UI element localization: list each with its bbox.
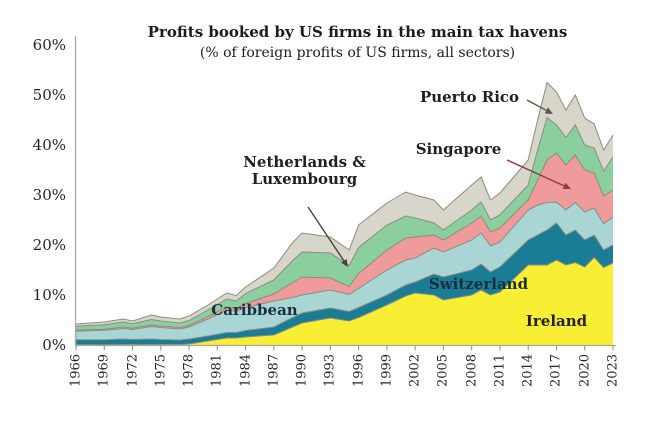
x-tick-label: 1969 [96,353,112,388]
chart-title: Profits booked by US firms in the main t… [147,23,568,41]
x-tick-label: 2014 [520,353,536,388]
y-tick-label: 10% [32,286,66,304]
y-tick-label: 50% [32,86,66,104]
x-tick-label: 1978 [181,353,197,388]
outline-netherlands-luxembourg [75,116,614,327]
label-netherlands-luxembourg-line2: Luxembourg [251,170,358,188]
puerto-rico-arrowhead [544,107,553,114]
x-tick-label: 2008 [464,353,480,388]
netherlands-luxembourg-arrowhead [341,258,348,267]
singapore-arrowhead [562,182,571,190]
x-tick-label: 2011 [492,353,508,388]
x-tick-label: 2005 [435,353,451,388]
label-singapore: Singapore [415,140,502,158]
puerto-rico-arrow [526,99,547,112]
x-tick-label: 1999 [379,353,395,388]
x-tick-label: 1987 [266,353,282,388]
x-tick-label: 1993 [322,353,338,388]
area-ireland [76,257,613,345]
chart-subtitle: (% of foreign profits of US firms, all s… [199,45,516,61]
x-tick-label: 1975 [153,353,169,388]
outline-singapore [75,152,614,331]
y-tick-label: 60% [32,36,66,54]
x-tick-label: 1996 [351,353,367,388]
label-puerto-rico: Puerto Rico [419,88,520,106]
label-netherlands-luxembourg: Netherlands & Luxembourg [222,154,387,188]
label-ireland: Ireland [525,312,588,330]
singapore-arrow [506,159,565,187]
label-netherlands-luxembourg-line1: Netherlands & [243,153,366,171]
x-tick-label: 1981 [209,353,225,388]
outline-caribbean [75,201,614,332]
x-tick-label: 2020 [577,353,593,388]
y-tick-label: 20% [32,236,66,254]
x-tick-label: 1972 [125,353,141,388]
outline-ireland [76,256,614,346]
x-tick-label: 2002 [407,353,423,388]
x-tick-label: 2023 [605,353,621,388]
netherlands-luxembourg-arrow [307,206,345,262]
y-tick-label: 0% [42,336,66,354]
x-tick-label: 1990 [294,353,310,388]
x-tick-label: 1966 [68,353,84,388]
y-tick-label: 30% [32,186,66,204]
label-caribbean: Caribbean [211,301,298,319]
x-tick-label: 1984 [238,353,254,388]
x-tick-label: 2017 [548,353,564,388]
y-tick-label: 40% [32,136,66,154]
outline-switzerland [76,222,614,341]
outline-puerto-rico [75,81,614,325]
label-switzerland: Switzerland [428,275,529,293]
